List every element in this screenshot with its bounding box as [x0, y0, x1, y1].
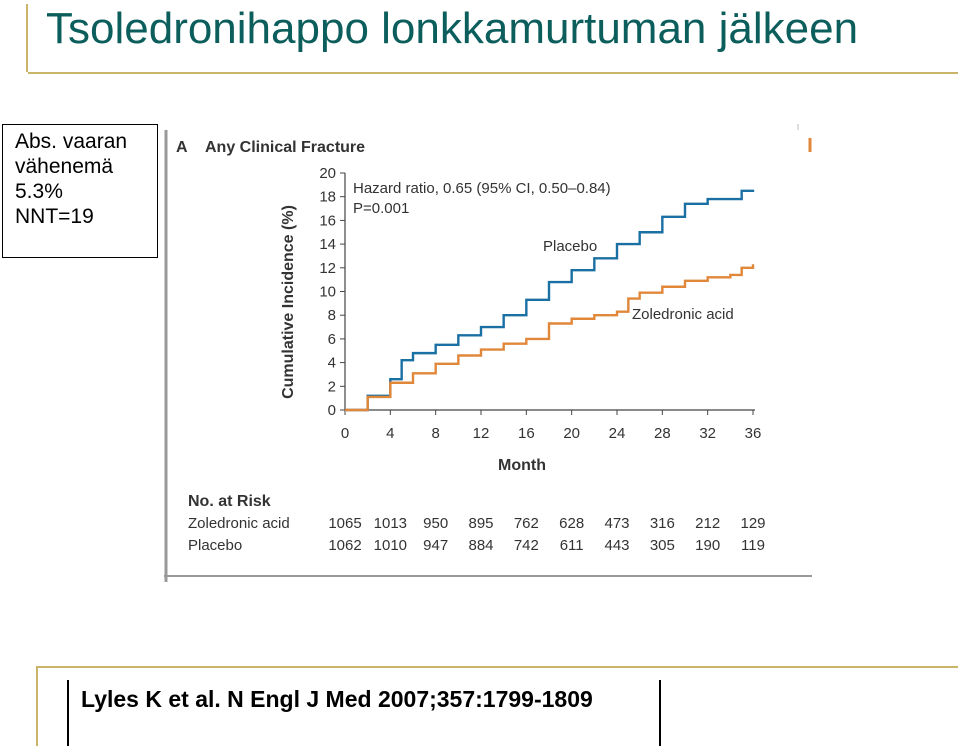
abs-box-line: NNT=19 — [15, 205, 94, 228]
abs-box-line: vähenemä — [15, 155, 114, 178]
footer-accent-line-vertical — [36, 668, 38, 746]
risk-table-cell: 1065 — [328, 515, 361, 532]
risk-table-cell: 1013 — [374, 515, 407, 532]
abs-box-line: 5.3% — [15, 180, 63, 203]
y-tick-label: 14 — [319, 236, 336, 253]
series-label-placebo: Placebo — [543, 238, 597, 255]
panel-letter: A — [176, 139, 188, 156]
x-tick-label: 4 — [386, 425, 394, 442]
p-value-annotation: P=0.001 — [353, 200, 409, 217]
y-tick-label: 0 — [328, 402, 336, 419]
title-accent-line-vertical — [26, 4, 28, 72]
x-tick-label: 8 — [431, 425, 439, 442]
zoledronic-acid-series-line — [345, 264, 755, 412]
x-tick-label: 16 — [518, 425, 535, 442]
risk-row-label-zoledronic-acid: Zoledronic acid — [188, 515, 290, 532]
y-tick-label: 16 — [319, 212, 336, 229]
y-tick-label: 18 — [319, 189, 336, 206]
citation: Lyles K et al. N Engl J Med 2007;357:179… — [67, 680, 661, 746]
risk-table-cell: 212 — [695, 515, 720, 532]
risk-table-cell: 611 — [560, 537, 584, 554]
x-tick-label: 36 — [745, 425, 762, 442]
abs-box-line: Abs. vaaran — [15, 130, 128, 153]
risk-table-cell: 628 — [559, 515, 584, 532]
hazard-ratio-annotation: Hazard ratio, 0.65 (95% CI, 0.50–0.84) — [353, 180, 611, 197]
risk-table-cell: 1010 — [374, 537, 407, 554]
x-tick-label: 12 — [473, 425, 490, 442]
risk-table-cell: 950 — [423, 515, 448, 532]
x-tick-label: 24 — [609, 425, 626, 442]
title-accent-line — [28, 72, 958, 74]
risk-table-cell: 316 — [650, 515, 675, 532]
risk-row-label-placebo: Placebo — [188, 537, 242, 554]
x-tick-label: 0 — [341, 425, 349, 442]
x-tick-label: 32 — [699, 425, 716, 442]
y-tick-label: 4 — [328, 355, 336, 372]
series-label-zoledronic-acid: Zoledronic acid — [632, 306, 734, 323]
y-tick-label: 20 — [319, 165, 336, 182]
risk-table-cell: 742 — [514, 537, 539, 554]
footer-accent-line — [36, 666, 958, 668]
absolute-risk-reduction-box: Abs. vaaran vähenemä 5.3% NNT=19 — [2, 124, 158, 258]
x-tick-label: 28 — [654, 425, 671, 442]
risk-table-cell: 895 — [468, 515, 493, 532]
kaplan-meier-figure: A Any Clinical Fracture Cumulative Incid… — [164, 124, 812, 582]
risk-table-cell: 119 — [741, 537, 765, 554]
slide-title: Tsoledronihappo lonkkamurtuman jälkeen — [46, 4, 859, 53]
risk-table-cell: 190 — [695, 537, 720, 554]
y-tick-label: 8 — [328, 307, 336, 324]
risk-table-header: No. at Risk — [188, 493, 271, 510]
x-axis-label: Month — [498, 457, 546, 474]
cumulative-incidence-chart: A Any Clinical Fracture Cumulative Incid… — [164, 124, 812, 582]
risk-table-cell: 947 — [423, 537, 448, 554]
risk-table-cell: 762 — [514, 515, 539, 532]
placebo-series-line — [345, 189, 755, 412]
chart-title: Any Clinical Fracture — [205, 139, 365, 156]
y-tick-label: 10 — [319, 284, 336, 301]
x-tick-label: 20 — [563, 425, 580, 442]
risk-table-cell: 443 — [604, 537, 629, 554]
y-tick-label: 2 — [328, 378, 336, 395]
y-tick-label: 12 — [319, 260, 336, 277]
risk-table-cell: 473 — [604, 515, 629, 532]
risk-table-cell: 305 — [650, 537, 675, 554]
risk-table-cell: 1062 — [328, 537, 361, 554]
risk-table-cell: 884 — [468, 537, 493, 554]
y-tick-label: 6 — [328, 331, 336, 348]
risk-table-cell: 129 — [740, 515, 765, 532]
y-axis-label: Cumulative Incidence (%) — [280, 205, 297, 399]
